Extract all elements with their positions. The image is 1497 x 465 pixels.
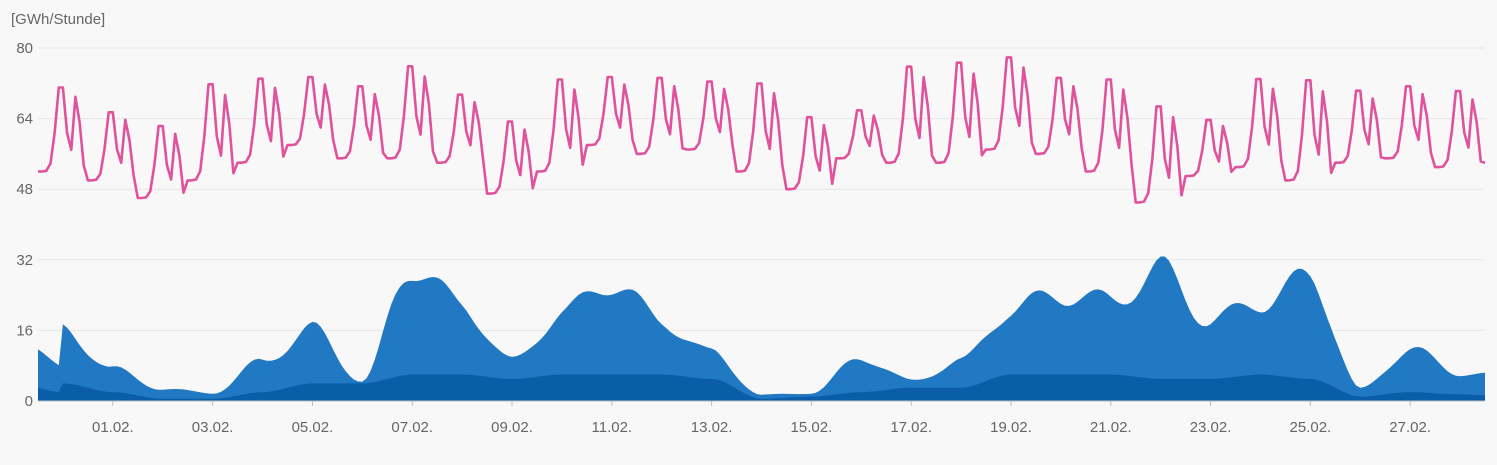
x-tick-label: 23.02. — [1190, 419, 1232, 436]
y-tick-label: 48 — [16, 181, 33, 198]
x-tick-label: 21.02. — [1090, 419, 1132, 436]
x-tick-label: 09.02. — [491, 419, 533, 436]
y-tick-label: 64 — [16, 111, 33, 128]
x-tick-label: 19.02. — [990, 419, 1032, 436]
x-tick-label: 03.02. — [192, 419, 234, 436]
area-series-dark — [38, 374, 1485, 401]
x-tick-label: 01.02. — [92, 419, 134, 436]
line-series — [38, 56, 1486, 204]
y-tick-label: 80 — [16, 40, 33, 57]
line-layer — [38, 56, 1486, 204]
x-tick-label: 17.02. — [890, 419, 932, 436]
x-tick-label: 05.02. — [292, 419, 334, 436]
x-tick-label: 13.02. — [691, 419, 733, 436]
axis-layer: [GWh/Stunde] 0 16 32 48 64 80 01.02. 03.02. 05.0… — [11, 11, 1431, 436]
x-tick-label: 25.02. — [1290, 419, 1332, 436]
area-layer — [38, 256, 1485, 402]
x-tick-label: 11.02. — [592, 419, 633, 436]
x-tick-label: 07.02. — [391, 419, 433, 436]
y-tick-label: 32 — [16, 252, 33, 269]
y-tick-label: 0 — [25, 393, 33, 410]
y-unit-label: [GWh/Stunde] — [11, 11, 105, 28]
x-tick-label: 15.02. — [791, 419, 833, 436]
area-series-light — [38, 256, 1485, 401]
y-tick-label: 16 — [16, 322, 33, 339]
x-tick-label: 27.02. — [1389, 419, 1431, 436]
